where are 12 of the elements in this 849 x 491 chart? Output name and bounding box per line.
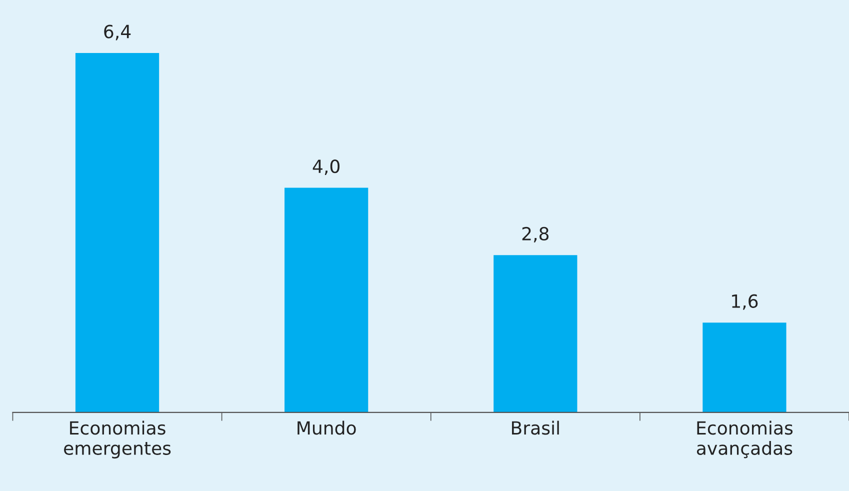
data-label: 2,8 <box>522 226 549 242</box>
x-tick-label: Mundo <box>298 420 356 435</box>
x-tick-label: Economias emergentes <box>64 420 171 458</box>
bar <box>75 52 160 412</box>
x-tick-label: Brasil <box>512 420 559 435</box>
data-label: 4,0 <box>312 159 340 175</box>
data-label: 6,4 <box>104 24 131 40</box>
bar <box>284 188 368 412</box>
x-tick-label: Economias avançadas <box>696 420 793 458</box>
data-label: 1,6 <box>732 294 758 310</box>
bar <box>494 255 578 412</box>
bar <box>702 322 786 412</box>
